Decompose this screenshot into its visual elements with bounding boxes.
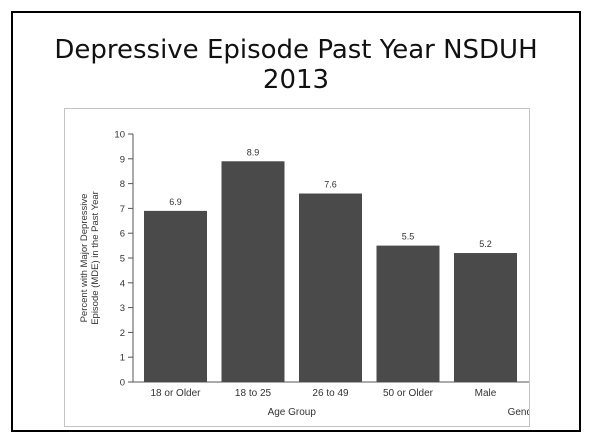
bar — [221, 161, 285, 382]
y-tick-label: 8 — [120, 179, 125, 190]
bar-value-label: 6.9 — [169, 197, 182, 207]
group-label: Age Group — [268, 407, 317, 418]
y-tick-label: 7 — [120, 204, 125, 215]
category-label: 26 to 49 — [312, 388, 349, 399]
bar-value-label: 8.9 — [247, 147, 260, 157]
y-axis-label-line1: Percent with Major Depressive — [79, 194, 90, 323]
bar — [376, 245, 440, 382]
bar-value-label: 7.6 — [324, 180, 337, 190]
y-tick-label: 5 — [120, 254, 125, 265]
y-tick-label: 10 — [114, 130, 125, 141]
y-tick-label: 9 — [120, 154, 125, 165]
y-tick-label: 6 — [120, 229, 125, 240]
slide-title-line2: 2013 — [262, 65, 330, 95]
bar-value-label: 5.2 — [479, 239, 492, 249]
chart-frame: 0 1 2 3 4 5 6 7 8 9 10 Percent with Major Depressiv… — [64, 108, 530, 427]
category-label: 18 to 25 — [235, 388, 272, 399]
category-label: 18 or Older — [150, 388, 201, 399]
group-label: Gender — [508, 407, 529, 418]
category-label: 50 or Older — [383, 388, 434, 399]
y-tick-label: 0 — [120, 378, 125, 389]
bar — [144, 210, 207, 382]
bar-value-label: 5.5 — [402, 232, 415, 242]
y-tick-label: 3 — [120, 303, 125, 314]
y-tick-label: 4 — [120, 278, 125, 289]
y-axis-label-line2: Episode (MDE) in the Past Year — [90, 191, 101, 325]
slide: Depressive Episode Past Year NSDUH 2013 … — [11, 11, 581, 432]
slide-title: Depressive Episode Past Year NSDUH 2013 — [13, 35, 579, 95]
category-label: Male — [475, 388, 497, 399]
slide-title-line1: Depressive Episode Past Year NSDUH — [54, 35, 538, 65]
bar — [454, 253, 517, 382]
y-tick-label: 2 — [120, 328, 125, 339]
bar-chart: 0 1 2 3 4 5 6 7 8 9 10 Percent with Major Depressiv… — [79, 130, 529, 418]
y-tick-label: 1 — [120, 353, 125, 364]
bar — [299, 193, 362, 382]
